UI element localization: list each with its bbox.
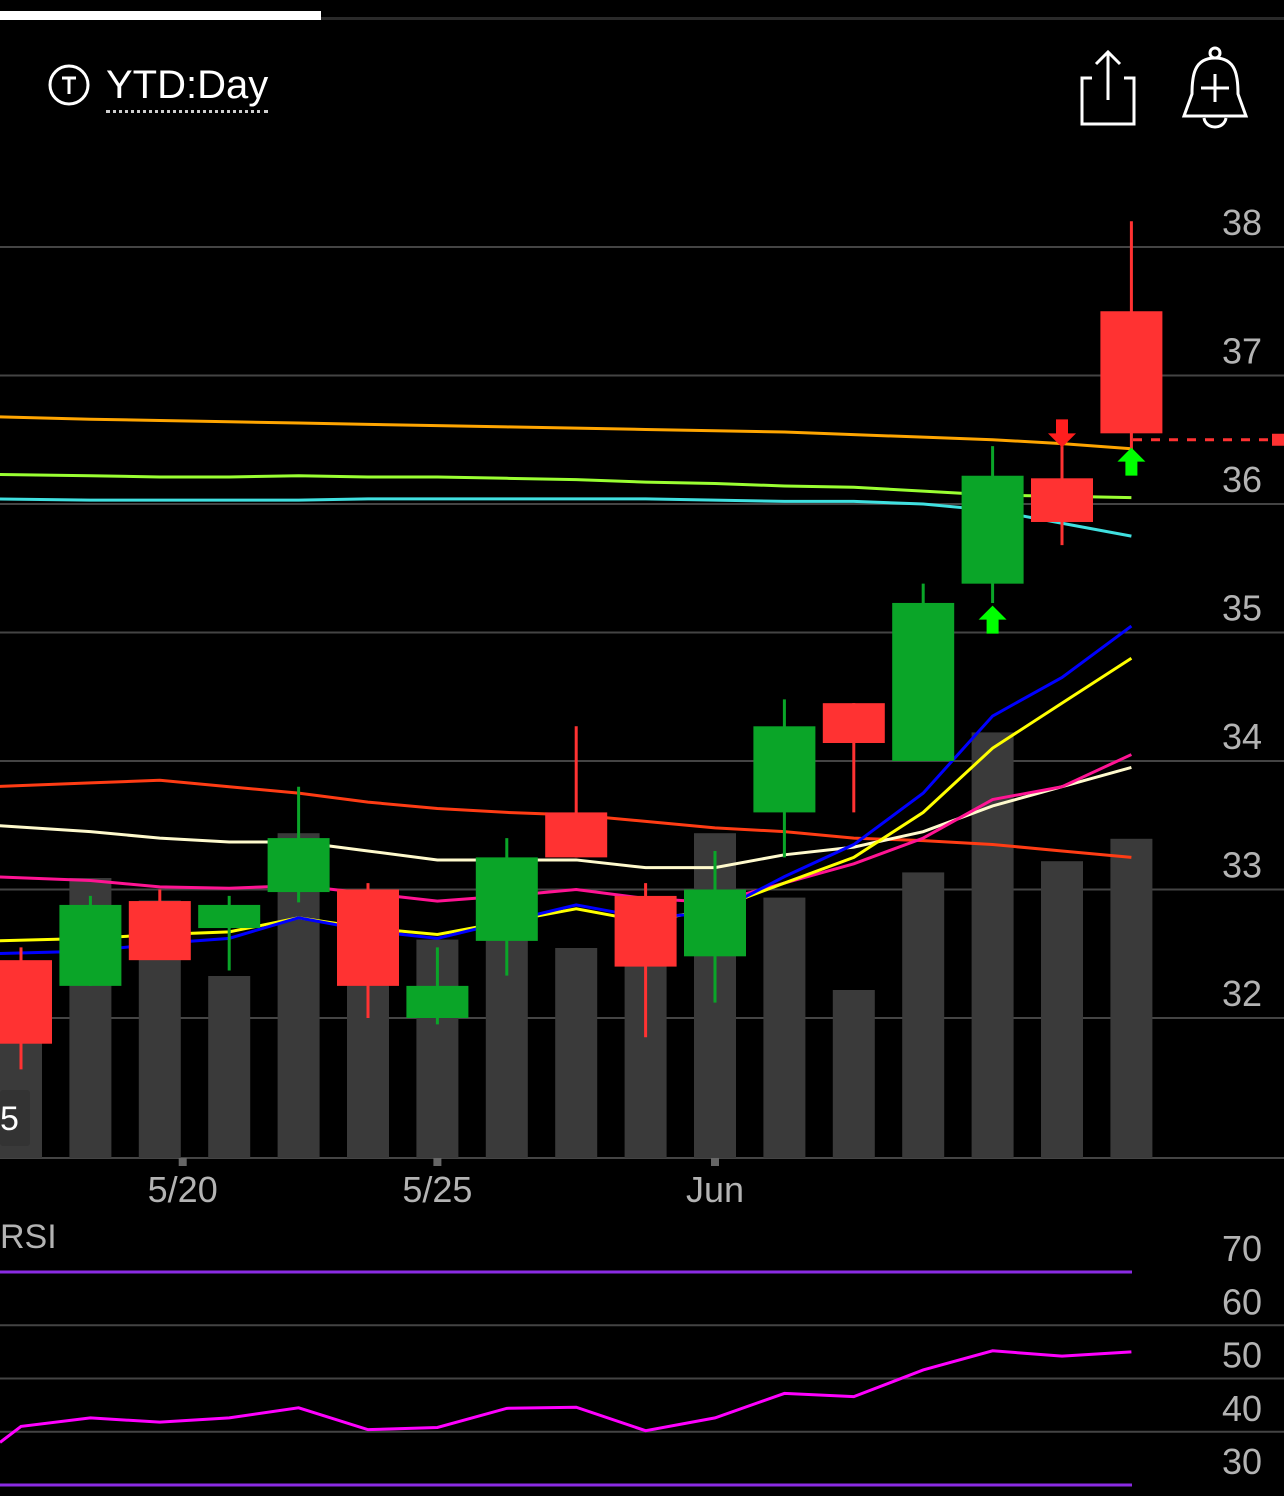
moving-average-line bbox=[0, 765, 1132, 870]
moving-averages bbox=[0, 415, 1133, 956]
candle-body bbox=[267, 838, 330, 893]
date-tick-label: Jun bbox=[686, 1169, 744, 1210]
rsi-tick-label: 30 bbox=[1222, 1441, 1262, 1482]
moving-average-line bbox=[0, 753, 1133, 904]
price-tick-label: 38 bbox=[1222, 202, 1262, 243]
candle-body bbox=[337, 889, 399, 986]
volume-bar bbox=[1110, 838, 1153, 1158]
moving-average-line bbox=[0, 473, 1132, 500]
rsi-tick-label: 70 bbox=[1222, 1228, 1262, 1269]
bell-plus-icon[interactable] bbox=[1180, 46, 1250, 130]
volume-bar bbox=[1041, 861, 1083, 1158]
date-tick-mark bbox=[178, 1158, 187, 1166]
period-selector[interactable]: YTD:Day bbox=[106, 62, 269, 113]
candle-body bbox=[753, 726, 816, 813]
moving-average-line bbox=[0, 624, 1133, 956]
candlesticks bbox=[0, 221, 1284, 1070]
rsi-title: RSI bbox=[0, 1218, 57, 1256]
volume-label-box bbox=[0, 1090, 30, 1146]
candle-body bbox=[128, 901, 191, 961]
candle-body bbox=[614, 895, 677, 967]
price-tick-label: 34 bbox=[1222, 716, 1262, 757]
candle-body bbox=[684, 889, 746, 957]
volume-bar bbox=[763, 897, 806, 1158]
rsi-line bbox=[0, 1349, 1132, 1444]
share-icon[interactable] bbox=[1078, 48, 1138, 128]
moving-average-line bbox=[0, 415, 1132, 451]
date-axis: 5/20 5/25 Jun bbox=[148, 1158, 744, 1210]
signal-arrows bbox=[978, 419, 1146, 634]
progress-fill bbox=[0, 11, 321, 20]
rsi-tick-label: 60 bbox=[1222, 1281, 1262, 1322]
buy-signal-arrow bbox=[1117, 447, 1146, 476]
moving-average-line bbox=[0, 497, 1132, 538]
candle-body bbox=[1031, 478, 1093, 522]
date-tick-mark bbox=[711, 1158, 719, 1166]
candle-body bbox=[822, 703, 885, 744]
date-tick-label: 5/25 bbox=[402, 1169, 472, 1210]
date-tick-label: 5/20 bbox=[148, 1169, 218, 1210]
price-tick-label: 37 bbox=[1222, 331, 1262, 372]
price-tick-label: 33 bbox=[1222, 845, 1262, 886]
volume-bar bbox=[902, 872, 945, 1158]
sell-signal-arrow bbox=[1048, 419, 1076, 448]
rsi-panel: RSI 70 60 50 40 30 bbox=[0, 1218, 1284, 1487]
volume-bar bbox=[832, 990, 875, 1158]
candle-body bbox=[0, 960, 52, 1044]
last-price-marker bbox=[1272, 433, 1284, 446]
clock-t-icon[interactable] bbox=[48, 64, 90, 106]
candle-body bbox=[475, 857, 538, 941]
candle-body bbox=[961, 475, 1024, 584]
candle-body bbox=[406, 985, 469, 1018]
progress-track bbox=[0, 17, 1284, 20]
volume-label: 5 bbox=[0, 1100, 19, 1138]
candle-body bbox=[892, 602, 955, 761]
rsi-tick-label: 50 bbox=[1222, 1335, 1262, 1376]
chart-toolbar: YTD:Day bbox=[0, 40, 1284, 140]
price-tick-label: 35 bbox=[1222, 588, 1262, 629]
price-tick-label: 36 bbox=[1222, 459, 1262, 500]
buy-signal-arrow bbox=[978, 605, 1007, 634]
volume-bar bbox=[208, 976, 251, 1158]
candle-body bbox=[1100, 311, 1163, 434]
candle-body bbox=[59, 904, 122, 986]
price-tick-label: 32 bbox=[1222, 973, 1262, 1014]
moving-average-line bbox=[0, 656, 1133, 943]
price-axis: 38 37 36 35 34 33 32 bbox=[1222, 202, 1262, 1014]
rsi-tick-label: 40 bbox=[1222, 1388, 1262, 1429]
candle-body bbox=[545, 812, 608, 858]
progress-bar bbox=[0, 0, 1284, 20]
volume-bar bbox=[555, 948, 598, 1158]
date-tick-mark bbox=[433, 1158, 442, 1166]
candle-body bbox=[198, 904, 261, 929]
